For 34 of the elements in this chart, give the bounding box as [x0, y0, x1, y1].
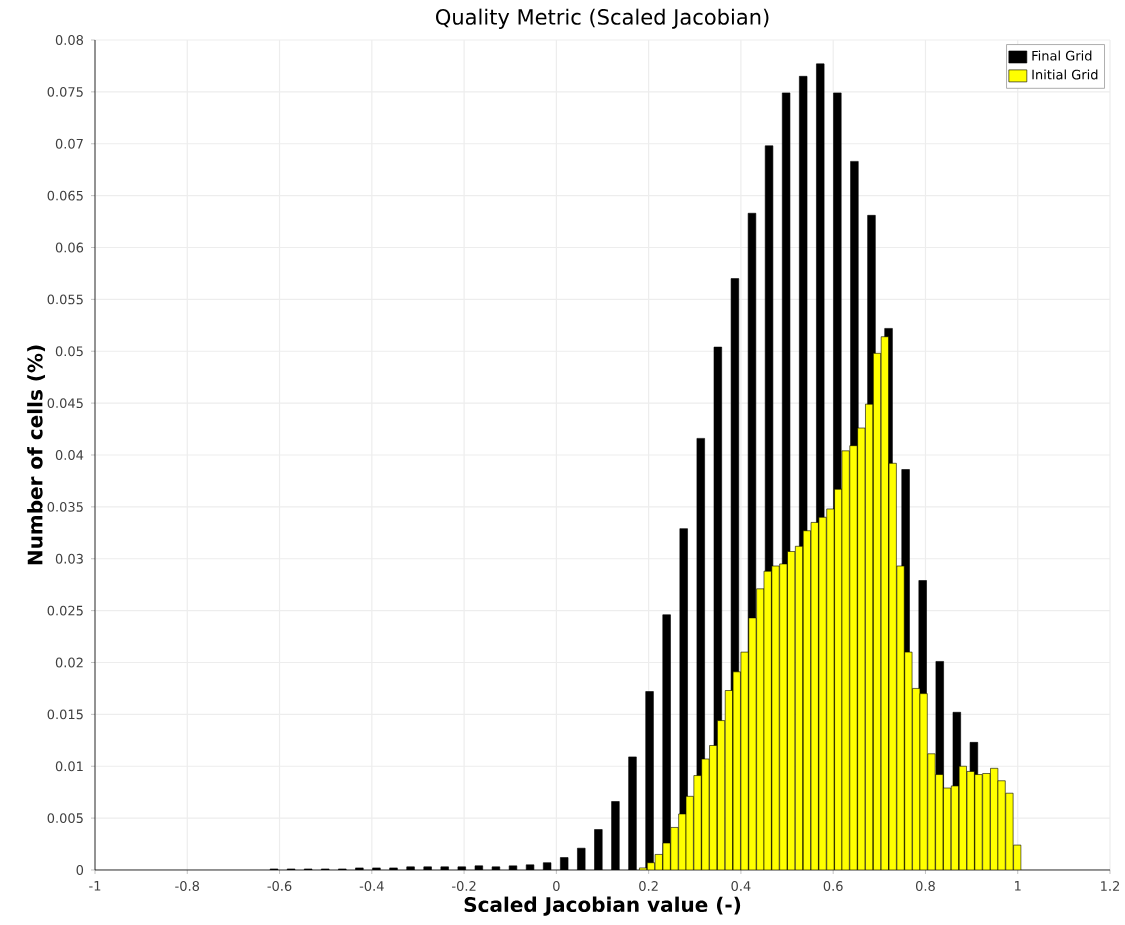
x-tick-label: -0.2 — [452, 881, 476, 891]
y-tick-label: 0.03 — [55, 553, 83, 564]
y-tick-label: 0.025 — [47, 605, 83, 616]
y-tick-label: 0.04 — [55, 450, 84, 460]
x-tick-label: 1.2 — [1101, 881, 1120, 891]
y-tick-label: 0.075 — [47, 86, 83, 97]
x-tick-label: 0.6 — [823, 881, 843, 891]
y-tick-label: 0.065 — [47, 190, 83, 201]
y-axis-title: Number of cells (%) — [27, 345, 45, 565]
x-tick-label: 0.2 — [639, 881, 658, 891]
x-tick-label: -1 — [89, 881, 101, 891]
y-tick-label: 0.06 — [55, 242, 84, 253]
x-tick-label: -0.6 — [267, 881, 292, 891]
legend-label: Initial Grid — [1032, 69, 1098, 80]
y-tick-label: 0.045 — [47, 398, 83, 409]
y-tick-label: 0.055 — [47, 294, 83, 305]
chart-title: Quality Metric (Scaled Jacobian) — [436, 8, 769, 29]
y-tick-label: 0.08 — [55, 35, 84, 45]
x-tick-label: 0 — [553, 881, 560, 891]
y-tick-label: 0.005 — [47, 813, 83, 824]
y-tick-label: 0.02 — [55, 657, 83, 668]
y-tick-label: 0 — [76, 865, 84, 875]
legend-label: Final Grid — [1032, 50, 1092, 61]
y-tick-label: 0.01 — [55, 761, 83, 772]
x-tick-label: 0.8 — [915, 881, 935, 891]
x-axis-title: Scaled Jacobian value (-) — [464, 896, 741, 916]
y-tick-label: 0.015 — [47, 709, 83, 720]
x-tick-label: 0.4 — [731, 881, 751, 891]
x-tick-label: -0.8 — [175, 881, 200, 891]
x-tick-label: -0.4 — [359, 881, 384, 891]
y-tick-label: 0.05 — [55, 346, 83, 357]
y-tick-label: 0.07 — [55, 138, 83, 149]
x-tick-label: 1 — [1015, 881, 1021, 891]
y-tick-label: 0.035 — [47, 501, 83, 512]
